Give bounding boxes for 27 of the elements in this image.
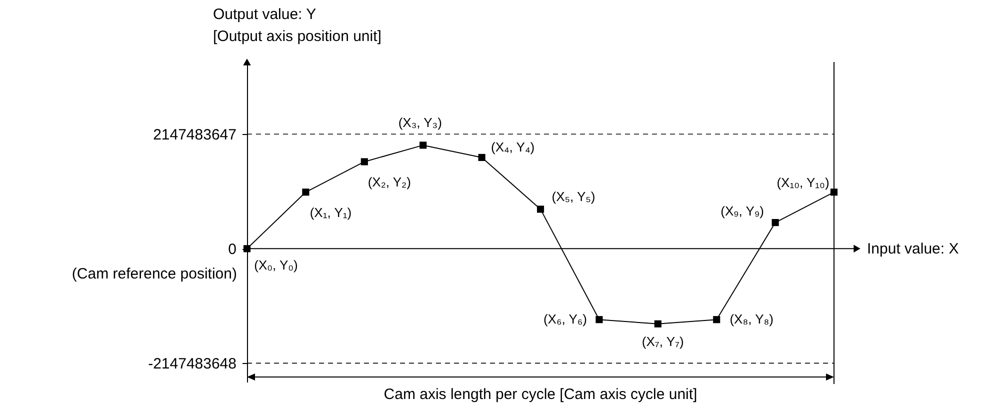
data-label: (X₈, Y₈)	[730, 312, 774, 327]
data-label: (X₄, Y₄)	[490, 139, 535, 154]
data-label: (X₉, Y₉)	[720, 204, 764, 219]
y-tick-label: 2147483647	[153, 126, 236, 144]
point	[596, 316, 603, 324]
y-axis-title: Output value: Y [Output axis position unit]	[213, 6, 382, 45]
text: Cam axis length per cycle [Cam axis cycle unit]	[384, 386, 698, 403]
data-label: (X₆, Y₆)	[543, 312, 587, 327]
y-tick-label: -2147483648	[148, 356, 236, 373]
point	[478, 154, 486, 161]
data-label: (X₁₀, Y₁₀)	[776, 175, 830, 190]
data-label: (X₂, Y₂)	[368, 174, 411, 190]
text: (Cam reference position)	[72, 266, 237, 283]
y-tick-label: 0	[228, 241, 236, 258]
point	[772, 218, 779, 226]
data-label: (X₃, Y₃)	[398, 115, 442, 130]
data-label: (X₇, Y₇)	[642, 334, 684, 349]
point	[302, 188, 310, 196]
point	[713, 316, 720, 324]
data-label: (X₁, Y₁)	[310, 205, 352, 220]
point	[536, 206, 544, 213]
data-label: (X₀, Y₀)	[254, 258, 298, 273]
point	[654, 320, 662, 328]
point	[420, 142, 427, 149]
point	[360, 158, 368, 166]
data-label: (X₅, Y₅)	[552, 189, 596, 204]
x-axis-title: Input value: X	[867, 240, 959, 258]
